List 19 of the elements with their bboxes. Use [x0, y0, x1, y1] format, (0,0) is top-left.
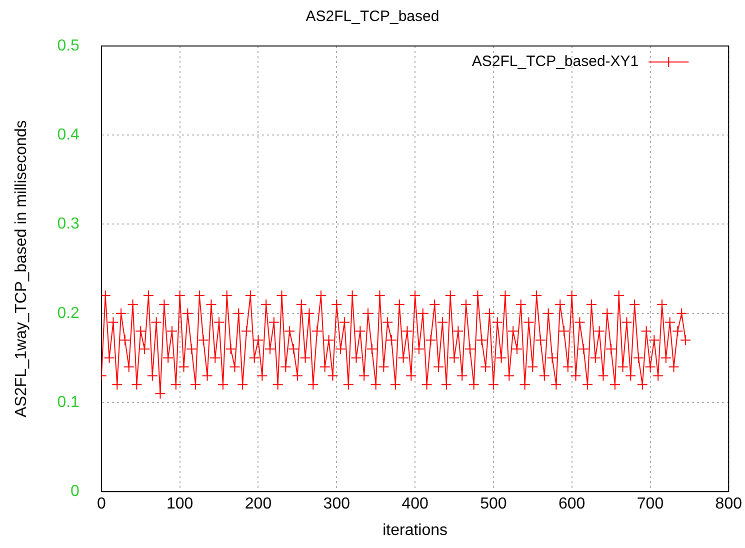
x-tick-label: 600	[558, 496, 586, 513]
x-tick-label: 0	[96, 496, 106, 513]
legend-label: AS2FL_TCP_based-XY1	[472, 53, 639, 70]
x-axis-title: iterations	[382, 522, 448, 539]
x-tick-label: 800	[715, 496, 742, 513]
y-tick-label: 0.4	[57, 126, 80, 144]
x-tick-label: 500	[480, 496, 507, 513]
x-tick-label: 400	[402, 496, 428, 513]
x-tick-label: 700	[636, 496, 664, 513]
y-tick-label: 0.5	[57, 37, 80, 54]
y-tick-label: 0.1	[57, 394, 80, 411]
y-tick-label: 0	[70, 483, 80, 500]
x-tick-label: 100	[166, 496, 194, 513]
y-tick-label: 0.2	[57, 304, 80, 322]
x-tick-label: 300	[323, 496, 350, 513]
chart-title: AS2FL_TCP_based	[306, 8, 440, 26]
y-tick-label: 0.3	[57, 216, 80, 233]
y-axis-title: AS2FL_1way_TCP_based in milliseconds	[13, 120, 30, 418]
x-tick-label: 200	[244, 496, 272, 513]
